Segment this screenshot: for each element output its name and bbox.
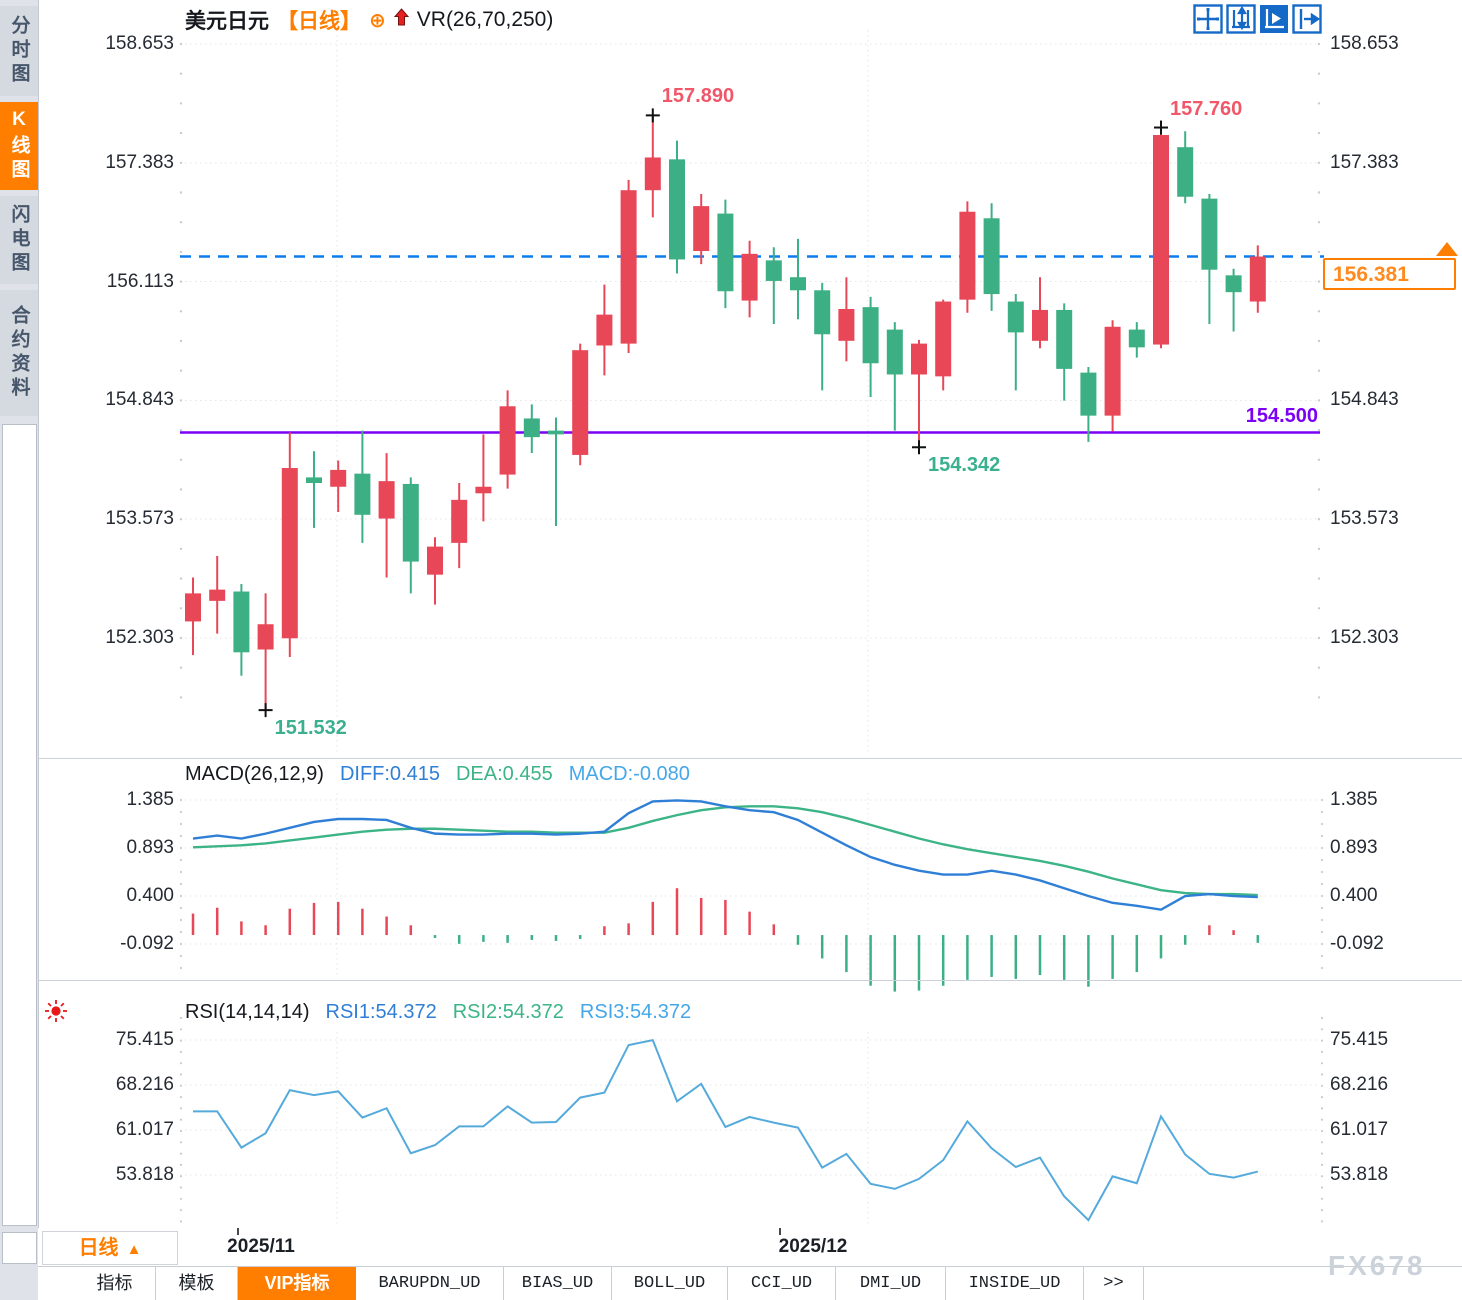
macd-dea-value: DEA:0.455 [455,763,553,785]
price-axis-label: 157.383 [105,151,174,173]
macd-axis-label: 0.400 [1330,885,1378,907]
price-annotation: 157.890 [661,85,735,108]
symbol-title: 美元日元 [185,10,269,33]
price-annotation: 157.760 [1170,97,1243,120]
price-marker-triangle-icon [1436,242,1458,256]
chart-title-row: 美元日元 【日线】 ⊕ VR(26,70,250) [185,6,553,34]
date-tick [237,1228,239,1235]
macd-name: MACD(26,12,9) [185,763,324,785]
price-axis-label: 154.843 [1330,389,1399,411]
sidebar-corner-box [2,1232,37,1264]
indicator-title: VR(26,70,250) [416,8,554,31]
macd-axis-label: -0.092 [1330,933,1384,954]
rsi-header: RSI(14,14,14) RSI1:54.372 RSI2:54.372 RSI3:… [185,1001,707,1024]
rsi-axis-label: 61.017 [115,1119,174,1140]
period-title: 【日线】 [277,10,361,33]
sidebar-item[interactable]: 分时图 [0,6,38,96]
indicator-tab-bar: 指标 模板 VIP指标 BARUPDN_UD BIAS_UD BOLL_UD CCI_UD D… [38,1266,1462,1300]
date-tick [779,1228,781,1235]
rsi-axis-label: 68.216 [1330,1074,1389,1095]
period-selector-button[interactable]: 日线 ▲ [42,1231,178,1265]
rsi2-value: RSI2:54.372 [452,1001,564,1023]
rsi-axis-label: 68.216 [115,1074,174,1095]
price-annotation: 154.342 [928,454,1001,477]
left-sidebar: 分时图 K线图闪电图合约资料 [0,0,39,1300]
axis-shift-icon[interactable] [1292,4,1322,34]
rsi-axis-label: 53.818 [1330,1164,1389,1185]
watermark: FX678 [1328,1250,1426,1281]
macd-axis-label: 1.385 [126,789,174,810]
indicator-tab[interactable]: CCI_UD [728,1267,836,1300]
price-axis-label: 158.653 [1330,33,1399,54]
macd-axis-label: 1.385 [1330,789,1378,810]
period-selector-label: 日线 [78,1237,119,1259]
indicator-tab[interactable]: BOLL_UD [612,1267,728,1300]
price-axis-label: 154.843 [105,389,174,411]
pane-separator [38,980,1462,981]
extreme-markers [258,108,1168,718]
indicator-tab[interactable]: INSIDE_UD [946,1267,1084,1300]
move-crosshair-icon[interactable] [1193,4,1223,34]
rsi-axis-label: 53.818 [115,1164,174,1185]
support-price-label: 154.500 [1245,405,1318,427]
macd-axis-label: 0.893 [126,836,174,858]
axis-range-icon[interactable] [1226,4,1256,34]
macd-diff-line [192,799,1258,911]
rsi-axis-label: 75.415 [115,1029,174,1050]
axis-play-icon[interactable] [1259,4,1289,34]
price-axis-label: 158.653 [105,33,174,54]
indicator-tab[interactable]: DMI_UD [836,1267,946,1300]
price-axis-label: 157.383 [1330,151,1399,173]
rsi-axis-label: 61.017 [1330,1119,1389,1140]
rsi-axis-label: 75.415 [1330,1029,1389,1050]
rsi3-value: RSI3:54.372 [579,1001,692,1023]
rsi-name: RSI(14,14,14) [185,1001,310,1023]
macd-axis-label: -0.092 [120,933,174,954]
pane-separator [38,758,1462,759]
rsi-line [193,1038,1259,1222]
sidebar-panel [2,424,37,1226]
price-axis-label: 153.573 [1330,508,1399,530]
indicator-tab[interactable]: 指标 [74,1267,156,1300]
price-annotation: 151.532 [274,717,347,740]
macd-axis-label: 0.400 [126,885,174,907]
indicator-tab[interactable]: BIAS_UD [504,1267,612,1300]
indicator-settings-icon[interactable] [44,999,68,1028]
date-axis-label: 2025/12 [778,1236,848,1257]
indicator-tab[interactable]: 模板 [156,1267,238,1300]
candlestick-series [185,115,1266,711]
sidebar-item[interactable]: 闪电图 [0,196,38,284]
macd-header: MACD(26,12,9) DIFF:0.415 DEA:0.455 MACD:-0.… [185,763,706,786]
indicator-tab[interactable]: VIP指标 [238,1267,356,1300]
price-axis-label: 152.303 [1330,627,1399,648]
indicator-tab[interactable]: BARUPDN_UD [356,1267,504,1300]
current-price-box: 156.381 [1323,258,1456,290]
gridlines [180,30,1320,1226]
macd-hist-value: MACD:-0.080 [568,763,690,785]
rsi1-value: RSI1:54.372 [325,1001,437,1023]
axis-tick-dots [179,42,1324,1223]
price-axis-label: 153.573 [105,508,174,530]
add-indicator-icon[interactable]: ⊕ [369,9,386,32]
macd-histogram [191,888,1260,992]
indicator-tab[interactable]: >> [1084,1267,1144,1300]
sidebar-item[interactable]: 合约资料 [0,290,38,416]
date-axis-strip: 2025/11 2025/12 [38,1228,1462,1266]
macd-diff-value: DIFF:0.415 [339,763,440,785]
chevron-up-icon: ▲ [126,1241,142,1258]
price-axis-label: 152.303 [105,627,174,648]
date-axis-label: 2025/11 [227,1236,295,1257]
macd-axis-label: 0.893 [1330,836,1378,858]
up-arrow-icon [393,8,409,32]
sidebar-item[interactable]: K线图 [0,102,38,190]
chart-toolbar [1193,4,1322,34]
price-axis-label: 156.113 [106,270,174,292]
